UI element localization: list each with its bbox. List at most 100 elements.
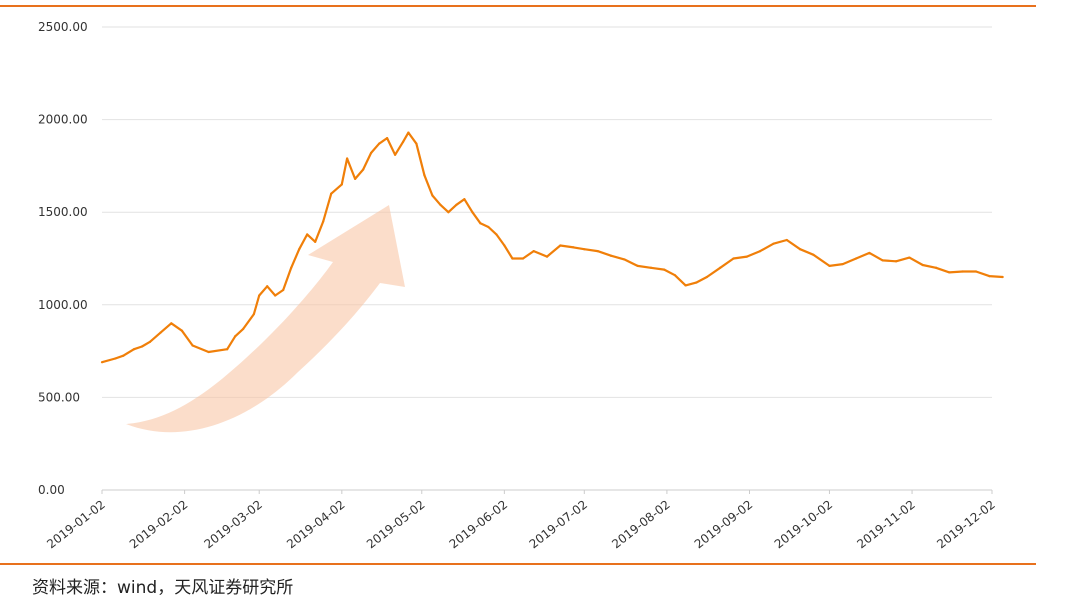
data-point <box>572 246 575 249</box>
data-point <box>799 248 802 251</box>
data-point <box>314 240 317 243</box>
data-point <box>934 266 938 269</box>
x-tick-label: 2019-03-02 <box>201 497 265 551</box>
line-chart: 0.00 500.00 1000.00 1500.00 2000.00 2500.00 20… <box>38 20 1004 551</box>
data-point <box>532 249 535 253</box>
data-point <box>258 294 261 297</box>
data-point <box>207 350 210 354</box>
data-point <box>503 244 506 247</box>
data-point <box>159 331 162 334</box>
data-point <box>988 274 991 278</box>
x-tick-label: 2019-02-02 <box>127 497 191 551</box>
bottom-rule <box>0 563 1036 565</box>
data-point <box>386 137 389 140</box>
data-point <box>705 275 708 279</box>
data-point <box>362 168 365 171</box>
y-tick-label: 0.00 <box>38 483 65 497</box>
data-point <box>274 294 277 297</box>
x-tick-label: 2019-07-02 <box>527 497 591 551</box>
data-point <box>455 203 458 206</box>
trend-arrow-graphic <box>126 205 405 433</box>
data-point <box>868 251 871 255</box>
data-point <box>242 327 245 330</box>
data-point <box>511 257 514 260</box>
data-point <box>583 248 586 251</box>
data-point <box>609 254 613 257</box>
data-point <box>415 142 418 145</box>
x-tick-label: 2019-05-02 <box>364 497 428 551</box>
data-point <box>623 258 626 261</box>
data-point <box>282 288 285 292</box>
data-point <box>785 238 788 242</box>
data-point <box>908 256 911 259</box>
x-tick-label: 2019-04-02 <box>284 497 348 551</box>
data-point <box>974 270 978 273</box>
data-point <box>431 194 434 197</box>
data-point <box>921 263 924 267</box>
data-point <box>114 357 117 360</box>
data-point <box>330 192 333 195</box>
data-point <box>961 270 964 273</box>
data-point <box>132 348 136 351</box>
data-point <box>545 255 549 258</box>
data-point <box>719 266 722 269</box>
top-rule <box>0 5 1036 7</box>
x-tick-label: 2019-01-02 <box>44 497 108 551</box>
data-point <box>855 257 858 260</box>
x-tick-label: 2019-12-02 <box>934 497 998 551</box>
data-point <box>122 354 125 357</box>
data-point <box>100 361 104 364</box>
y-tick-label: 2000.00 <box>38 113 88 127</box>
data-point <box>252 312 255 316</box>
data-point <box>354 177 357 180</box>
data-point <box>298 248 301 251</box>
data-point <box>439 203 442 206</box>
x-tick-label: 2019-09-02 <box>692 497 756 551</box>
x-tick-label: 2019-06-02 <box>447 497 511 551</box>
data-point <box>812 253 815 256</box>
series-line-0 <box>101 131 1003 364</box>
data-point <box>894 260 898 263</box>
data-point <box>1001 275 1004 279</box>
data-point <box>266 285 269 288</box>
data-point <box>471 211 474 214</box>
x-tick-label: 2019-08-02 <box>609 497 673 551</box>
data-point <box>649 266 653 269</box>
data-point <box>695 281 698 284</box>
data-point <box>191 344 194 347</box>
data-point <box>772 242 775 245</box>
data-point <box>495 233 498 236</box>
data-point <box>234 335 237 338</box>
data-point <box>463 198 466 201</box>
data-point <box>881 259 884 262</box>
data-point <box>226 348 229 351</box>
data-point <box>322 220 325 223</box>
data-point <box>841 262 844 266</box>
y-tick-label: 1500.00 <box>38 205 88 219</box>
x-tick-label: 2019-10-02 <box>772 497 836 551</box>
data-point <box>948 271 951 274</box>
data-point <box>423 174 426 177</box>
data-point <box>636 264 639 268</box>
data-point <box>828 264 831 268</box>
data-point <box>479 222 482 225</box>
data-point <box>290 266 293 269</box>
data-point <box>559 244 562 247</box>
x-tick-label: 2019-11-02 <box>854 497 918 551</box>
y-tick-label: 500.00 <box>38 390 80 404</box>
data-point <box>596 249 599 253</box>
data-point <box>732 257 735 260</box>
data-point <box>170 322 173 325</box>
data-point <box>745 255 748 258</box>
source-note: 资料来源：wind，天风证券研究所 <box>32 578 294 598</box>
data-point <box>673 274 677 277</box>
data-point <box>521 257 525 260</box>
data-point <box>140 345 144 348</box>
data-point <box>487 225 490 229</box>
data-point <box>402 140 405 143</box>
y-tick-label: 2500.00 <box>38 20 88 34</box>
data-point <box>447 211 450 214</box>
data-point <box>378 142 381 145</box>
data-point <box>394 153 397 156</box>
data-point <box>148 340 152 343</box>
